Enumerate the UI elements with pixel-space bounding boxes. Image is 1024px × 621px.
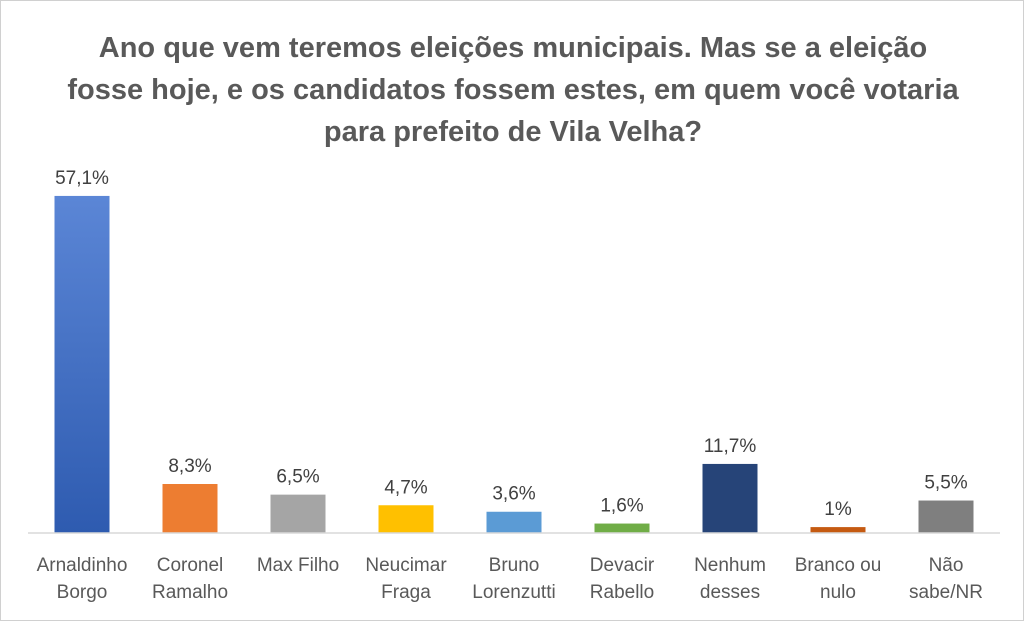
category-label-8-0: Não bbox=[929, 555, 964, 576]
bar-3 bbox=[378, 505, 434, 533]
value-label-0: 57,1% bbox=[55, 168, 109, 189]
category-label-6-0: Nenhum bbox=[694, 555, 766, 576]
category-label-0-1: Borgo bbox=[57, 582, 108, 603]
value-label-3: 4,7% bbox=[384, 477, 427, 498]
category-label-7-1: nulo bbox=[820, 582, 856, 603]
labels-group: 57,1% Arnaldinho Borgo 8,3% Coronel Ramalho 6,… bbox=[37, 168, 983, 603]
category-label-3-1: Fraga bbox=[381, 582, 431, 603]
value-label-6: 11,7% bbox=[704, 436, 757, 457]
value-label-5: 1,6% bbox=[600, 496, 643, 517]
category-label-3-0: Neucimar bbox=[365, 555, 447, 576]
bar-8 bbox=[918, 500, 974, 533]
category-label-1-0: Coronel bbox=[157, 555, 224, 576]
value-label-2: 6,5% bbox=[276, 467, 319, 488]
bar-7 bbox=[810, 527, 866, 533]
category-label-6-1: desses bbox=[700, 582, 760, 603]
bar-6 bbox=[702, 463, 758, 533]
value-label-7: 1% bbox=[824, 499, 852, 520]
category-label-7-0: Branco ou bbox=[795, 555, 882, 576]
category-label-5-0: Devacir bbox=[590, 555, 655, 576]
category-label-4-1: Lorenzutti bbox=[472, 582, 555, 603]
bar-1 bbox=[162, 484, 218, 533]
chart-title: Ano que vem teremos eleições municipais.… bbox=[67, 32, 959, 148]
category-label-5-1: Rabello bbox=[590, 582, 654, 603]
value-label-8: 5,5% bbox=[924, 473, 967, 494]
bar-0 bbox=[54, 195, 110, 533]
bar-4 bbox=[486, 511, 542, 533]
category-label-4-0: Bruno bbox=[489, 555, 540, 576]
bars-group bbox=[54, 195, 974, 533]
value-label-4: 3,6% bbox=[492, 484, 535, 505]
category-label-8-1: sabe/NR bbox=[909, 582, 983, 603]
bar-2 bbox=[270, 494, 326, 533]
value-label-1: 8,3% bbox=[168, 456, 211, 477]
bar-5 bbox=[594, 523, 650, 533]
category-label-1-1: Ramalho bbox=[152, 582, 228, 603]
category-label-0-0: Arnaldinho bbox=[37, 555, 128, 576]
category-label-2-0: Max Filho bbox=[257, 555, 339, 576]
